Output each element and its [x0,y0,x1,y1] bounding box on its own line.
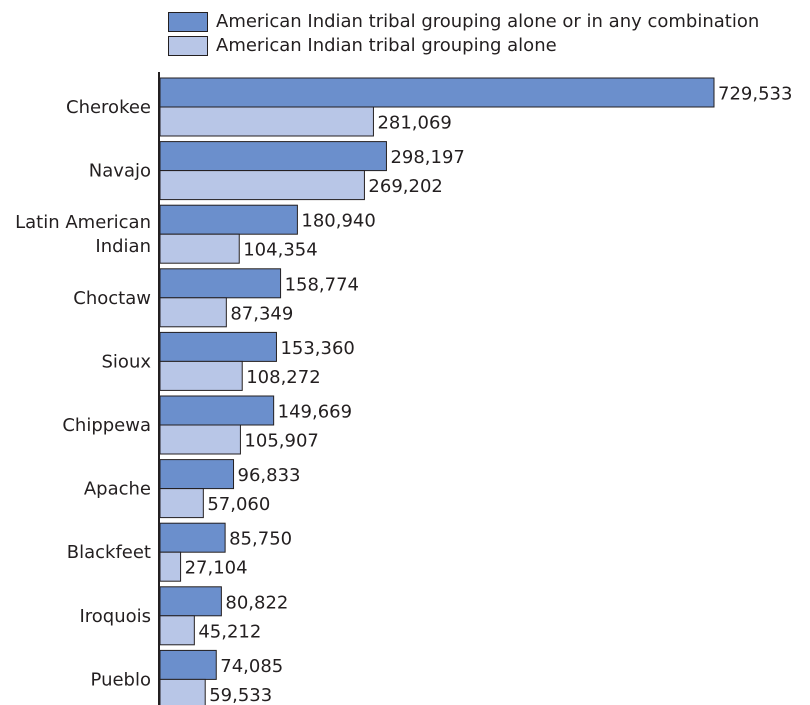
legend-item-alone: American Indian tribal grouping alone [168,34,759,58]
bar-combination-7 [159,522,226,553]
category-label-3: Choctaw [73,288,151,309]
legend-label-alone: American Indian tribal grouping alone [216,35,557,56]
data-label-alone-8: 45,212 [198,621,261,642]
data-label-alone-7: 27,104 [185,558,248,579]
bar-alone-3 [159,297,227,328]
category-label-6: Apache [84,479,151,500]
bar-alone-1 [159,170,365,201]
data-label-alone-0: 281,069 [377,113,451,134]
legend-swatch-combination [168,12,208,32]
category-label-7: Blackfeet [67,542,151,563]
data-label-alone-5: 105,907 [244,431,318,452]
legend: American Indian tribal grouping alone or… [168,10,759,58]
data-label-combination-0: 729,533 [718,84,792,105]
category-label-0: Cherokee [66,97,151,118]
bar-alone-8 [159,615,195,646]
bar-alone-5 [159,424,241,455]
legend-swatch-alone [168,36,208,56]
bar-combination-4 [159,331,277,362]
legend-label-combination: American Indian tribal grouping alone or… [216,11,760,32]
data-label-combination-5: 149,669 [278,402,352,423]
bar-alone-0 [159,106,374,137]
data-label-combination-8: 80,822 [225,592,288,613]
bar-combination-5 [159,395,275,426]
bar-combination-3 [159,268,282,299]
bar-combination-6 [159,459,235,490]
bar-combination-1 [159,141,387,172]
category-label-2: Latin American Indian [15,212,151,257]
category-label-4: Sioux [102,351,152,372]
bar-alone-9 [159,678,206,705]
data-label-alone-9: 59,533 [209,685,272,705]
category-label-1: Navajo [89,161,151,182]
data-label-alone-6: 57,060 [207,494,270,515]
bar-alone-2 [159,233,240,264]
data-label-combination-2: 180,940 [301,211,375,232]
legend-item-combination: American Indian tribal grouping alone or… [168,10,759,34]
data-label-combination-4: 153,360 [280,338,354,359]
data-label-alone-2: 104,354 [243,240,317,261]
data-label-alone-3: 87,349 [230,303,293,324]
data-label-alone-4: 108,272 [246,367,320,388]
data-label-combination-9: 74,085 [220,656,283,677]
bar-combination-9 [159,649,217,680]
bar-combination-0 [159,77,715,108]
data-label-combination-6: 96,833 [238,465,301,486]
data-label-combination-1: 298,197 [390,147,464,168]
bar-combination-2 [159,204,298,235]
category-label-8: Iroquois [79,606,151,627]
data-label-combination-3: 158,774 [285,274,359,295]
bar-alone-4 [159,360,243,391]
bar-alone-6 [159,488,204,519]
bar-alone-7 [159,551,182,582]
category-label-9: Pueblo [91,669,151,690]
category-label-5: Chippewa [62,415,151,436]
data-label-combination-7: 85,750 [229,529,292,550]
data-label-alone-1: 269,202 [368,176,442,197]
bar-combination-8 [159,586,222,617]
